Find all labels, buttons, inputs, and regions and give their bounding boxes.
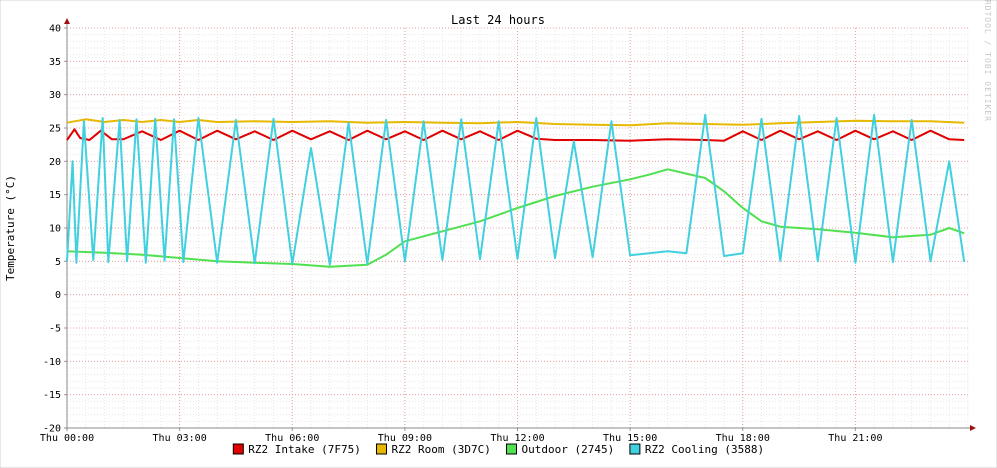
x-tick-label: Thu 09:00: [378, 433, 432, 444]
legend-swatch: [506, 443, 517, 455]
y-tick-label: 40: [49, 24, 61, 35]
y-axis-arrow: [64, 18, 70, 24]
grid: [66, 27, 969, 429]
series-line-2: [66, 168, 965, 268]
chart-title: Last 24 hours: [451, 13, 545, 27]
legend-swatch: [232, 443, 244, 455]
y-tick-label: -5: [49, 324, 61, 335]
x-axis-arrow: [970, 425, 976, 431]
y-tick-label: -15: [43, 390, 61, 401]
y-tick-label: 10: [49, 224, 61, 235]
y-tick-label: 15: [49, 190, 61, 201]
series-lines: [66, 113, 966, 268]
y-tick-label: 5: [55, 257, 61, 268]
x-tick-label: Thu 06:00: [265, 433, 319, 444]
legend-label: RZ2 Room (3D7C): [392, 443, 491, 456]
x-tick-label: Thu 03:00: [153, 433, 207, 444]
x-tick-label: Thu 12:00: [490, 433, 544, 444]
legend-label: Outdoor (2745): [522, 443, 615, 456]
x-tick-label: Thu 00:00: [40, 433, 94, 444]
y-tick-label: -10: [43, 357, 61, 368]
rrdtool-watermark: RRDTOOL / TOBI OETIKER: [983, 0, 992, 122]
y-tick-label: 30: [49, 90, 61, 101]
legend-label: RZ2 Cooling (3588): [645, 443, 764, 456]
axes: [64, 18, 976, 431]
series-line-3: [66, 113, 966, 266]
x-tick-label: Thu 21:00: [828, 433, 882, 444]
x-tick-label: Thu 18:00: [716, 433, 770, 444]
legend-label: RZ2 Intake (7F75): [248, 443, 361, 456]
y-tick-label: 25: [49, 124, 61, 135]
y-tick-label: -20: [43, 424, 61, 435]
x-tick-label: Thu 15:00: [603, 433, 657, 444]
y-axis-label: Temperature (°C): [4, 175, 17, 281]
y-tick-label: 0: [55, 290, 61, 301]
series-line-0: [66, 128, 965, 142]
legend-swatch: [629, 443, 641, 455]
legend-swatch: [376, 443, 387, 455]
legend: RZ2 Intake (7F75) RZ2 Room (3D7C) Outdoor …: [232, 443, 764, 456]
y-tick-label: 35: [49, 57, 61, 68]
y-tick-label: 20: [49, 157, 61, 168]
